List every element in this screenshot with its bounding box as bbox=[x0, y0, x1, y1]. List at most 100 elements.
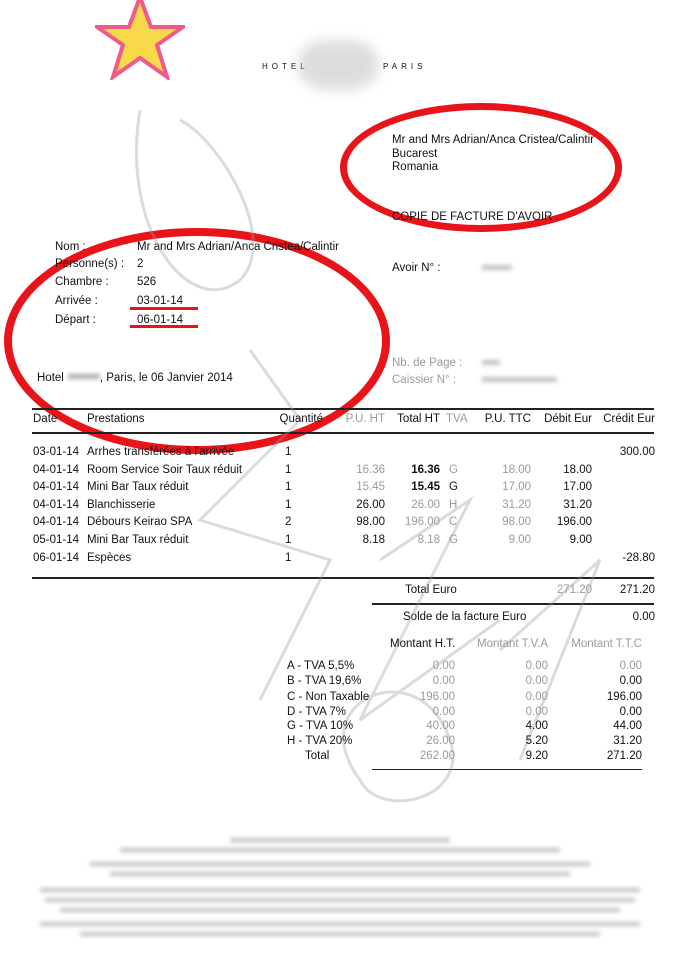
table-cell: 17.00 bbox=[563, 481, 592, 494]
column-header: Quantité bbox=[279, 413, 323, 425]
table-cell: 15.45 bbox=[411, 481, 440, 494]
tax-label: H - TVA 20% bbox=[287, 735, 353, 747]
tax-label: C - Non Taxable bbox=[287, 691, 370, 703]
redacted-line bbox=[90, 862, 590, 866]
table-cell: 18.00 bbox=[502, 463, 531, 476]
table-cell: 8.18 bbox=[362, 534, 385, 546]
redacted-line bbox=[60, 908, 620, 912]
avoir-label: Avoir N° : bbox=[392, 262, 441, 274]
depart-label: Départ : bbox=[55, 314, 96, 326]
table-cell: 31.20 bbox=[563, 498, 592, 511]
table-cell: 15.45 bbox=[356, 481, 385, 494]
tax-header: Montant H.T. bbox=[390, 638, 456, 650]
table-cell: 9.00 bbox=[569, 534, 592, 546]
table-cell: Arrhes transférées à l'arrivée bbox=[87, 446, 235, 458]
table-cell: Mini Bar Taux réduit bbox=[87, 534, 189, 546]
recipient-country: Romania bbox=[392, 161, 439, 173]
tax-cell: 196.00 bbox=[419, 691, 455, 703]
solde-value: 0.00 bbox=[632, 611, 655, 623]
tax-total-cell: 262.00 bbox=[419, 750, 455, 762]
chambre-label: Chambre : bbox=[55, 276, 109, 288]
table-cell: 1 bbox=[285, 463, 292, 476]
column-header: P.U. HT bbox=[345, 413, 385, 425]
table-cell: 05-01-14 bbox=[33, 534, 80, 546]
arrivee-value: 03-01-14 bbox=[137, 295, 184, 307]
table-cell: 04-01-14 bbox=[33, 481, 80, 494]
table-cell: G bbox=[449, 463, 458, 476]
redacted-line bbox=[230, 838, 450, 842]
column-header: TVA bbox=[446, 413, 468, 425]
redacted-line bbox=[40, 922, 640, 926]
redacted bbox=[482, 360, 500, 365]
table-cell: 1 bbox=[285, 481, 292, 494]
table-cell: 9.00 bbox=[508, 534, 531, 546]
tax-cell: 4.00 bbox=[525, 720, 548, 732]
table-cell: H bbox=[449, 498, 458, 511]
table-cell: Débours Keirao SPA bbox=[87, 516, 193, 529]
table-cell: Espèces bbox=[87, 551, 132, 564]
tax-cell: 0.00 bbox=[525, 660, 548, 672]
highlight-ellipse bbox=[4, 228, 390, 454]
table-cell: 16.36 bbox=[411, 463, 440, 476]
solde-label: Solde de la facture Euro bbox=[403, 611, 527, 623]
column-header: Prestations bbox=[87, 413, 145, 425]
table-cell: 8.18 bbox=[417, 534, 440, 546]
tax-cell: 31.20 bbox=[613, 735, 642, 747]
tax-cell: 0.00 bbox=[619, 675, 642, 687]
table-cell: 300.00 bbox=[619, 446, 655, 458]
divider bbox=[372, 603, 654, 605]
table-cell: 98.00 bbox=[356, 516, 385, 529]
tax-label: D - TVA 7% bbox=[287, 706, 347, 718]
table-cell: 1 bbox=[285, 551, 292, 564]
table-cell: 04-01-14 bbox=[33, 463, 80, 476]
table-cell: 26.00 bbox=[356, 498, 385, 511]
recipient-name: Mr and Mrs Adrian/Anca Cristea/Calintir bbox=[392, 134, 594, 146]
brand-left: HOTEL bbox=[262, 62, 309, 71]
tax-label: B - TVA 19,6% bbox=[287, 675, 362, 687]
tax-label: G - TVA 10% bbox=[287, 720, 354, 732]
tax-total-cell: 9.20 bbox=[525, 750, 548, 762]
tax-header: Montant T.T.C bbox=[571, 638, 642, 650]
redacted-line bbox=[45, 898, 635, 902]
tax-cell: 0.00 bbox=[432, 706, 455, 718]
tax-cell: 5.20 bbox=[525, 735, 548, 747]
total-debit: 271.20 bbox=[556, 584, 592, 596]
total-euro-label: Total Euro bbox=[405, 584, 457, 596]
underline bbox=[130, 325, 198, 328]
divider bbox=[372, 769, 642, 770]
table-cell: 16.36 bbox=[356, 463, 385, 476]
table-cell: 03-01-14 bbox=[33, 446, 80, 458]
table-cell: Blanchisserie bbox=[87, 498, 156, 511]
underline bbox=[130, 307, 198, 310]
table-cell: C bbox=[449, 516, 458, 529]
table-cell: Room Service Soir Taux réduit bbox=[87, 463, 243, 476]
column-header: Crédit Eur bbox=[603, 413, 655, 425]
table-cell: -28.80 bbox=[622, 551, 655, 564]
table-cell: 2 bbox=[285, 516, 292, 529]
redacted-line bbox=[80, 932, 600, 936]
tax-label: A - TVA 5,5% bbox=[287, 660, 355, 672]
tax-header: Montant T.V.A bbox=[477, 638, 548, 650]
tax-cell: 0.00 bbox=[432, 675, 455, 687]
table-cell: 26.00 bbox=[411, 498, 440, 511]
doc-title: COPIE DE FACTURE D'AVOIR . bbox=[392, 211, 559, 223]
table-cell: 196.00 bbox=[404, 516, 440, 529]
hotel-logo bbox=[298, 40, 378, 90]
divider bbox=[32, 577, 654, 579]
depart-value: 06-01-14 bbox=[137, 314, 184, 326]
highlight-ellipse bbox=[340, 103, 622, 232]
table-cell: 17.00 bbox=[502, 481, 531, 494]
personnes-value: 2 bbox=[137, 258, 144, 270]
column-header: Date bbox=[33, 413, 58, 425]
tax-total-label: Total bbox=[305, 750, 330, 762]
redacted bbox=[482, 265, 512, 270]
star-icon bbox=[95, 0, 185, 80]
tax-cell: 40.00 bbox=[426, 720, 455, 732]
table-cell: 04-01-14 bbox=[33, 498, 80, 511]
tax-cell: 0.00 bbox=[525, 675, 548, 687]
table-cell: 1 bbox=[285, 498, 292, 511]
table-cell: 1 bbox=[285, 446, 292, 458]
table-cell: G bbox=[449, 481, 458, 494]
recipient-city: Bucarest bbox=[392, 148, 438, 160]
table-cell: 06-01-14 bbox=[33, 551, 80, 564]
